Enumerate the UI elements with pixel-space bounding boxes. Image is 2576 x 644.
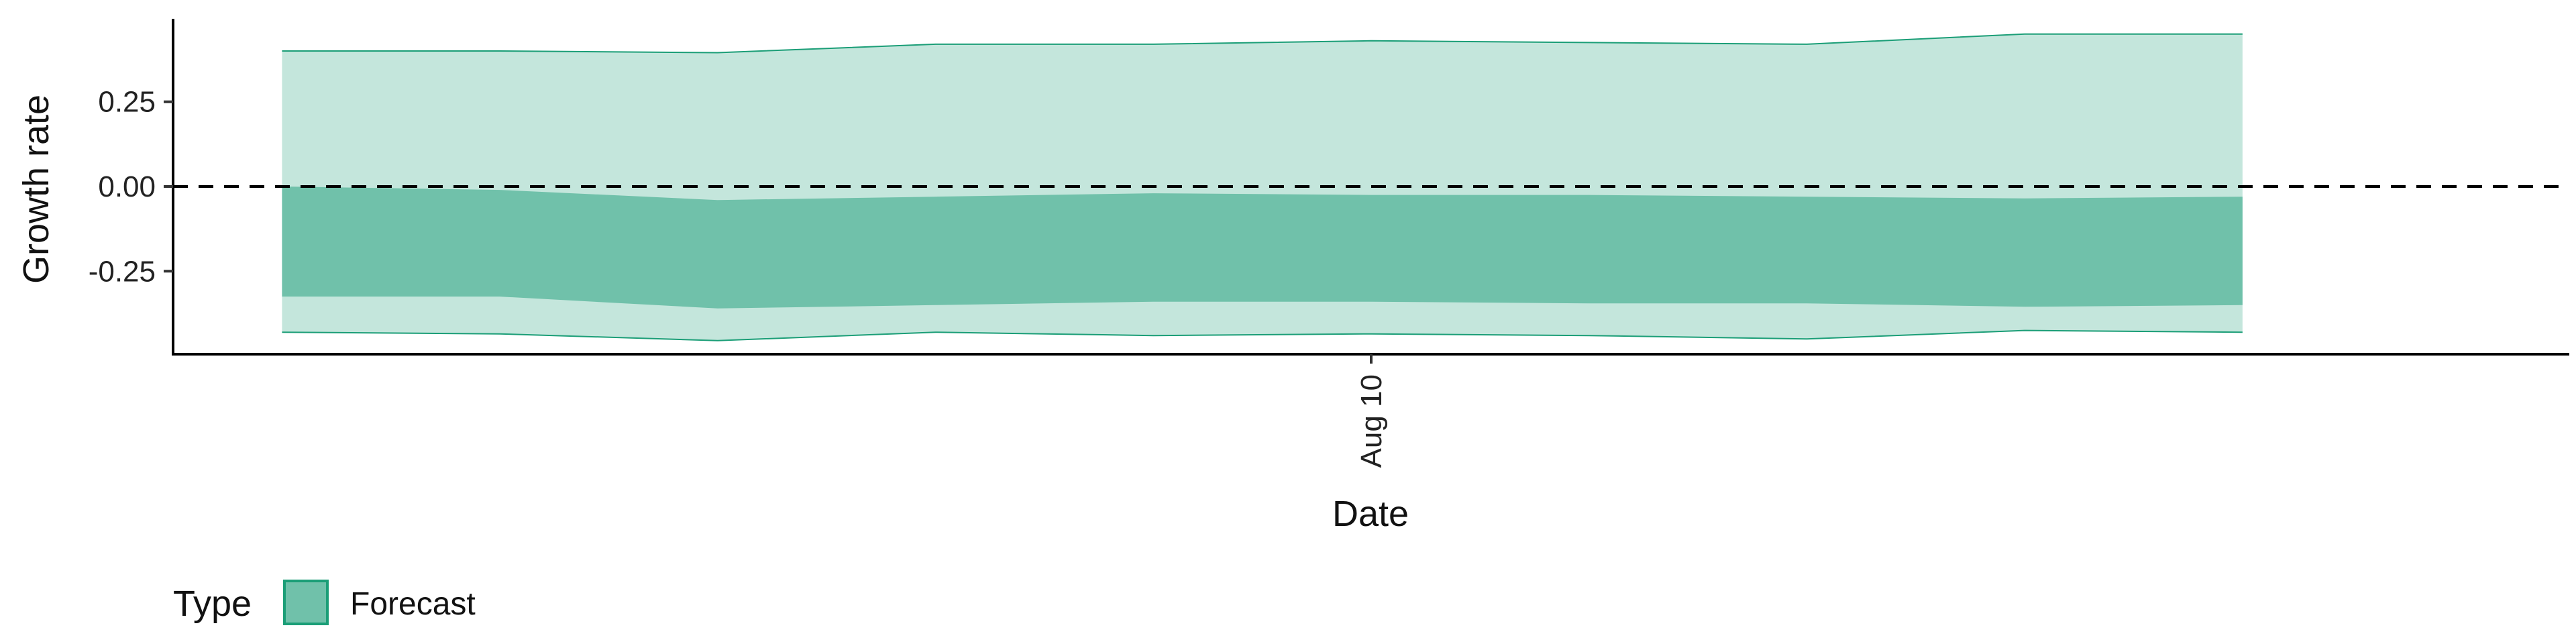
forecast-band-inner — [282, 186, 2243, 309]
legend-label-forecast: Forecast — [350, 586, 476, 622]
y-tick-label: 0.25 — [98, 86, 156, 119]
legend: Type Forecast — [173, 580, 476, 625]
x-axis-ticks: Aug 10 — [1355, 354, 1388, 468]
legend-title: Type — [173, 584, 252, 624]
forecast-band-outer-lower-edge — [282, 329, 2243, 341]
x-axis-title: Date — [1332, 494, 1409, 534]
y-axis-title: Growth rate — [16, 95, 56, 284]
x-tick-label: Aug 10 — [1355, 374, 1388, 468]
y-tick-label: -0.25 — [89, 255, 156, 288]
legend-swatch-forecast — [283, 580, 329, 625]
forecast-bands — [282, 33, 2243, 341]
forecast-band-outer-upper-edge — [282, 33, 2243, 54]
y-tick-label: 0.00 — [98, 170, 156, 203]
y-axis-ticks: 0.25 0.00 -0.25 — [89, 86, 173, 288]
